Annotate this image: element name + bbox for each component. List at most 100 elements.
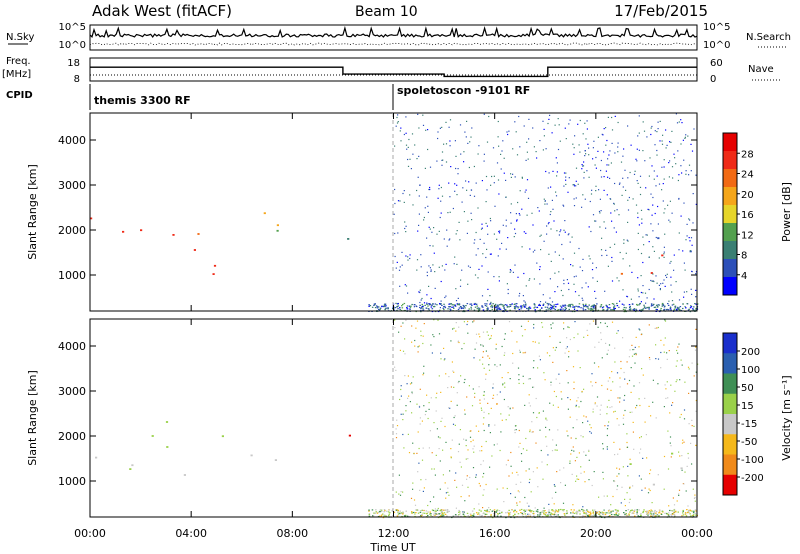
velocity-speckle — [464, 413, 466, 415]
velocity-speckle — [482, 363, 484, 365]
velocity-speckle — [521, 335, 524, 337]
velocity-speckle — [532, 471, 534, 473]
power-speckle — [680, 215, 682, 217]
power-speckle — [396, 116, 398, 119]
power-speckle — [672, 177, 674, 179]
velocity-speckle — [396, 425, 399, 427]
power-ground-scatter — [406, 307, 408, 309]
power-ground-scatter — [585, 305, 587, 307]
velocity-speckle — [638, 346, 640, 348]
velocity-ground-scatter — [654, 515, 656, 517]
power-speckle — [467, 283, 469, 285]
velocity-speckle — [687, 452, 689, 455]
velocity-speckle — [606, 406, 608, 408]
power-speckle — [656, 282, 658, 284]
velocity-speckle — [514, 496, 516, 498]
power-ground-scatter — [498, 308, 501, 310]
colorbar-frame — [722, 332, 738, 496]
power-ground-scatter — [481, 305, 483, 307]
velocity-speckle — [425, 410, 427, 412]
power-ground-scatter — [413, 304, 416, 306]
velocity-speckle — [651, 502, 653, 504]
velocity-speckle — [450, 448, 452, 450]
velocity-ground-scatter — [399, 510, 401, 512]
velocity-speckle — [409, 401, 411, 403]
power-speckle — [608, 164, 610, 166]
power-ground-scatter — [550, 305, 553, 307]
power-ground-scatter — [503, 304, 505, 306]
velocity-ground-scatter — [400, 512, 402, 514]
power-speckle — [664, 285, 666, 287]
velocity-cell — [629, 463, 632, 465]
velocity-speckle — [456, 404, 458, 406]
velocity-speckle — [623, 414, 625, 416]
velocity-speckle — [551, 450, 554, 452]
power-speckle — [575, 180, 577, 182]
velocity-ground-scatter — [498, 510, 501, 512]
power-speckle — [473, 165, 475, 168]
velocity-speckle — [482, 351, 484, 353]
power-speckle — [539, 266, 541, 268]
power-ground-scatter — [399, 307, 401, 309]
power-speckle — [675, 113, 677, 115]
power-speckle — [468, 166, 470, 169]
power-ground-scatter — [696, 303, 699, 305]
power-ground-scatter — [468, 308, 470, 310]
power-speckle — [691, 293, 693, 295]
velocity-speckle — [503, 354, 505, 356]
velocity-speckle — [606, 388, 609, 390]
velocity-speckle — [569, 462, 571, 464]
power-ground-scatter — [599, 306, 602, 308]
velocity-speckle — [452, 328, 454, 330]
power-speckle — [514, 306, 516, 308]
velocity-speckle — [418, 462, 420, 464]
power-speckle — [581, 287, 583, 289]
power-speckle — [600, 159, 602, 162]
power-speckle — [445, 143, 448, 145]
velocity-speckle — [633, 348, 635, 351]
power-speckle — [428, 304, 430, 306]
velocity-speckle — [529, 429, 531, 431]
power-speckle — [572, 184, 574, 186]
power-speckle — [646, 234, 648, 236]
power-speckle — [687, 135, 689, 137]
power-speckle — [475, 182, 477, 184]
power-speckle — [431, 231, 433, 233]
power-speckle — [559, 140, 561, 142]
velocity-speckle — [511, 472, 513, 474]
power-speckle — [607, 158, 609, 160]
power-ground-scatter — [430, 306, 433, 308]
power-speckle — [521, 246, 523, 248]
velocity-speckle — [594, 403, 596, 405]
power-speckle — [449, 140, 451, 142]
power-speckle — [548, 118, 550, 120]
power-ground-scatter — [381, 305, 383, 308]
power-speckle — [485, 256, 487, 259]
velocity-speckle — [433, 422, 435, 424]
velocity-ground-scatter — [440, 515, 442, 517]
velocity-ground-scatter — [633, 510, 636, 512]
power-speckle — [651, 165, 653, 167]
velocity-speckle — [628, 501, 630, 504]
power-ground-scatter — [462, 304, 465, 307]
velocity-speckle — [483, 489, 485, 491]
power-speckle — [594, 290, 596, 292]
power-speckle — [661, 305, 663, 307]
velocity-ground-scatter — [492, 509, 494, 512]
velocity-speckle — [514, 425, 517, 427]
velocity-speckle — [568, 350, 570, 353]
power-speckle — [659, 288, 661, 290]
power-speckle — [480, 228, 483, 230]
velocity-speckle — [582, 510, 584, 512]
velocity-speckle — [527, 320, 529, 322]
power-speckle — [434, 287, 436, 289]
power-ground-scatter — [672, 303, 675, 305]
power-ground-scatter — [623, 306, 626, 309]
power-speckle — [512, 271, 514, 273]
power-ground-scatter — [633, 308, 636, 310]
velocity-ground-scatter — [537, 511, 539, 513]
velocity-ground-scatter — [666, 513, 668, 515]
power-speckle — [440, 200, 442, 202]
velocity-speckle — [555, 395, 557, 398]
velocity-speckle — [580, 472, 582, 474]
